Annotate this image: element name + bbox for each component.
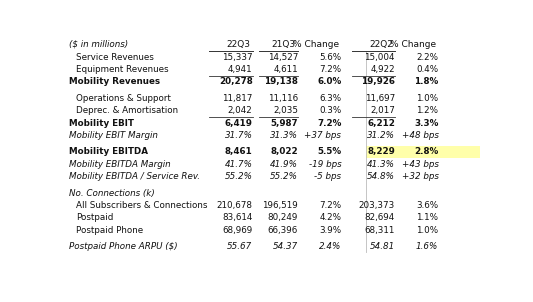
Text: 41.3%: 41.3% xyxy=(367,160,395,169)
Text: 15,004: 15,004 xyxy=(365,53,395,62)
Text: Mobility EBIT: Mobility EBIT xyxy=(69,119,134,128)
Text: All Subscribers & Connections: All Subscribers & Connections xyxy=(76,201,208,210)
Text: 6,419: 6,419 xyxy=(224,119,253,128)
Text: 20,278: 20,278 xyxy=(219,78,253,86)
Text: 0.4%: 0.4% xyxy=(416,65,438,74)
Text: 3.3%: 3.3% xyxy=(414,119,438,128)
Text: 2,035: 2,035 xyxy=(273,106,298,115)
Text: 19,138: 19,138 xyxy=(264,78,298,86)
Text: 11,697: 11,697 xyxy=(365,94,395,103)
Text: 1.0%: 1.0% xyxy=(416,226,438,235)
Text: Equipment Revenues: Equipment Revenues xyxy=(76,65,169,74)
Text: 7.2%: 7.2% xyxy=(317,119,341,128)
Text: -19 bps: -19 bps xyxy=(309,160,341,169)
Text: 66,396: 66,396 xyxy=(268,226,298,235)
Text: Postpaid: Postpaid xyxy=(76,213,114,222)
Text: Mobility Revenues: Mobility Revenues xyxy=(69,78,160,86)
Text: 5,987: 5,987 xyxy=(270,119,298,128)
Text: 80,249: 80,249 xyxy=(268,213,298,222)
Text: 1.0%: 1.0% xyxy=(416,94,438,103)
Text: 5.6%: 5.6% xyxy=(319,53,341,62)
Text: 6.3%: 6.3% xyxy=(319,94,341,103)
Text: 55.2%: 55.2% xyxy=(270,172,298,181)
Text: 4,922: 4,922 xyxy=(370,65,395,74)
Text: 2,042: 2,042 xyxy=(228,106,253,115)
Text: 21Q3: 21Q3 xyxy=(272,40,296,49)
Text: Deprec. & Amortisation: Deprec. & Amortisation xyxy=(76,106,178,115)
Text: +43 bps: +43 bps xyxy=(401,160,438,169)
Text: 3.9%: 3.9% xyxy=(319,226,341,235)
Text: 55.2%: 55.2% xyxy=(224,172,253,181)
Text: 4.2%: 4.2% xyxy=(319,213,341,222)
Text: 203,373: 203,373 xyxy=(359,201,395,210)
Text: 5.5%: 5.5% xyxy=(317,147,341,156)
Text: Mobility EBITDA / Service Rev.: Mobility EBITDA / Service Rev. xyxy=(69,172,200,181)
Text: 6.0%: 6.0% xyxy=(317,78,341,86)
Text: Postpaid Phone ARPU ($): Postpaid Phone ARPU ($) xyxy=(69,242,177,251)
Text: 1.8%: 1.8% xyxy=(414,78,438,86)
Text: 11,817: 11,817 xyxy=(222,94,253,103)
Text: 54.8%: 54.8% xyxy=(367,172,395,181)
Text: 4,941: 4,941 xyxy=(228,65,253,74)
Text: Mobility EBIT Margin: Mobility EBIT Margin xyxy=(69,131,158,140)
Text: Service Revenues: Service Revenues xyxy=(76,53,154,62)
Text: 0.3%: 0.3% xyxy=(319,106,341,115)
Text: 2.2%: 2.2% xyxy=(416,53,438,62)
Text: 1.1%: 1.1% xyxy=(416,213,438,222)
Text: Mobility EBITDA: Mobility EBITDA xyxy=(69,147,148,156)
Text: 54.37: 54.37 xyxy=(273,242,298,251)
Text: Mobility EBITDA Margin: Mobility EBITDA Margin xyxy=(69,160,171,169)
Text: 2.4%: 2.4% xyxy=(319,242,341,251)
Text: 2,017: 2,017 xyxy=(370,106,395,115)
Text: -5 bps: -5 bps xyxy=(314,172,341,181)
Text: 83,614: 83,614 xyxy=(222,213,253,222)
Text: 15,337: 15,337 xyxy=(222,53,253,62)
Text: Operations & Support: Operations & Support xyxy=(76,94,171,103)
Text: 2.8%: 2.8% xyxy=(414,147,438,156)
Text: 22Q3: 22Q3 xyxy=(227,40,251,49)
Text: 22Q2: 22Q2 xyxy=(369,40,393,49)
Text: Postpaid Phone: Postpaid Phone xyxy=(76,226,143,235)
Text: 82,694: 82,694 xyxy=(365,213,395,222)
Text: 41.7%: 41.7% xyxy=(224,160,253,169)
Text: 11,116: 11,116 xyxy=(268,94,298,103)
Text: 54.81: 54.81 xyxy=(370,242,395,251)
Text: 4,611: 4,611 xyxy=(273,65,298,74)
Text: 7.2%: 7.2% xyxy=(319,201,341,210)
Text: 7.2%: 7.2% xyxy=(319,65,341,74)
Text: 8,022: 8,022 xyxy=(270,147,298,156)
Text: ($ in millions): ($ in millions) xyxy=(69,40,128,49)
Text: 6,212: 6,212 xyxy=(367,119,395,128)
Text: 55.67: 55.67 xyxy=(227,242,253,251)
Text: 68,969: 68,969 xyxy=(222,226,253,235)
Bar xyxy=(366,146,480,158)
Text: 8,461: 8,461 xyxy=(225,147,253,156)
Text: +37 bps: +37 bps xyxy=(304,131,341,140)
Text: % Change: % Change xyxy=(293,40,340,49)
Text: 31.3%: 31.3% xyxy=(270,131,298,140)
Text: 14,527: 14,527 xyxy=(268,53,298,62)
Text: 8,229: 8,229 xyxy=(367,147,395,156)
Text: 196,519: 196,519 xyxy=(262,201,298,210)
Text: 68,311: 68,311 xyxy=(365,226,395,235)
Text: 31.2%: 31.2% xyxy=(367,131,395,140)
Text: 1.6%: 1.6% xyxy=(416,242,438,251)
Text: 19,926: 19,926 xyxy=(361,78,395,86)
Text: 1.2%: 1.2% xyxy=(416,106,438,115)
Text: No. Connections (k): No. Connections (k) xyxy=(69,189,155,198)
Text: % Change: % Change xyxy=(390,40,437,49)
Text: 41.9%: 41.9% xyxy=(270,160,298,169)
Text: 31.7%: 31.7% xyxy=(224,131,253,140)
Text: +48 bps: +48 bps xyxy=(401,131,438,140)
Text: +32 bps: +32 bps xyxy=(401,172,438,181)
Text: 210,678: 210,678 xyxy=(216,201,253,210)
Text: 3.6%: 3.6% xyxy=(416,201,438,210)
